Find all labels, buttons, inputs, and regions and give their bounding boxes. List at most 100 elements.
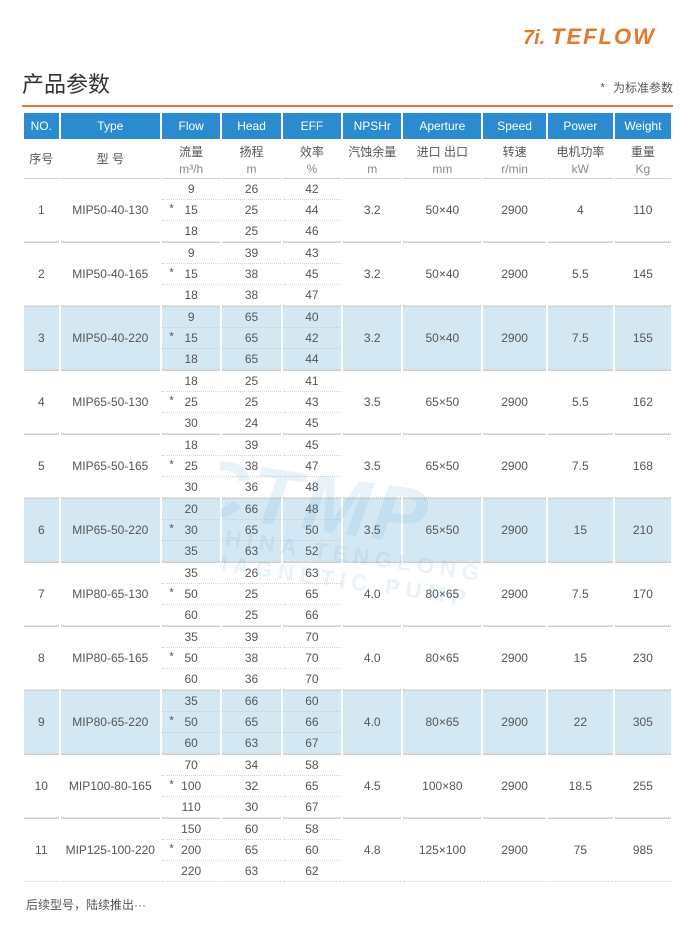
cell-npshr: 3.5 xyxy=(343,498,401,562)
th-eff: EFF xyxy=(283,113,341,139)
cell-flow: 18 xyxy=(162,434,220,456)
cell-eff: 62 xyxy=(283,861,341,882)
cell-flow: 30 xyxy=(162,413,220,434)
cell-eff: 48 xyxy=(283,498,341,520)
cell-type: MIP125-100-220 xyxy=(61,818,160,882)
cell-eff: 67 xyxy=(283,733,341,754)
cell-speed: 2900 xyxy=(483,818,546,882)
cell-eff: 45 xyxy=(283,434,341,456)
table-row: 5MIP65-50-1651839453.565×5029007.5168 xyxy=(24,434,671,456)
cell-head: 63 xyxy=(222,541,280,562)
cell-power: 18.5 xyxy=(548,754,613,818)
cell-head: 39 xyxy=(222,626,280,648)
cell-no: 7 xyxy=(24,562,59,626)
cell-flow: *50 xyxy=(162,648,220,669)
cell-type: MIP65-50-220 xyxy=(61,498,160,562)
cell-npshr: 3.5 xyxy=(343,434,401,498)
cell-head: 25 xyxy=(222,605,280,626)
cell-flow: 35 xyxy=(162,690,220,712)
cell-eff: 66 xyxy=(283,605,341,626)
cell-eff: 47 xyxy=(283,456,341,477)
sub-ap: 进口 出口mm xyxy=(403,139,481,178)
cell-npshr: 3.2 xyxy=(343,306,401,370)
th-speed: Speed xyxy=(483,113,546,139)
cell-head: 36 xyxy=(222,477,280,498)
cell-eff: 45 xyxy=(283,264,341,285)
cell-eff: 63 xyxy=(283,562,341,584)
cell-weight: 162 xyxy=(615,370,671,434)
sub-weight: 重量Kg xyxy=(615,139,671,178)
sub-type: 型 号 xyxy=(61,139,160,178)
table-body: 1MIP50-40-130926423.250×4029004110*15254… xyxy=(24,178,671,882)
cell-type: MIP65-50-165 xyxy=(61,434,160,498)
cell-flow: 60 xyxy=(162,605,220,626)
cell-head: 60 xyxy=(222,818,280,840)
cell-no: 1 xyxy=(24,178,59,242)
cell-head: 25 xyxy=(222,392,280,413)
cell-flow: *200 xyxy=(162,840,220,861)
cell-speed: 2900 xyxy=(483,690,546,754)
cell-flow: 9 xyxy=(162,306,220,328)
cell-flow: *50 xyxy=(162,584,220,605)
teflow-logo-svg: 7i. TEFLOW xyxy=(523,24,673,50)
cell-flow: 220 xyxy=(162,861,220,882)
cell-head: 25 xyxy=(222,370,280,392)
th-ap: Aperture xyxy=(403,113,481,139)
cell-npshr: 4.8 xyxy=(343,818,401,882)
cell-no: 5 xyxy=(24,434,59,498)
cell-npshr: 4.0 xyxy=(343,562,401,626)
cell-eff: 44 xyxy=(283,200,341,221)
cell-aperture: 125×100 xyxy=(403,818,481,882)
cell-speed: 2900 xyxy=(483,306,546,370)
cell-no: 8 xyxy=(24,626,59,690)
cell-type: MIP50-40-220 xyxy=(61,306,160,370)
cell-weight: 170 xyxy=(615,562,671,626)
cell-eff: 50 xyxy=(283,520,341,541)
cell-head: 25 xyxy=(222,221,280,242)
cell-eff: 42 xyxy=(283,328,341,349)
cell-flow: 70 xyxy=(162,754,220,776)
cell-eff: 67 xyxy=(283,797,341,818)
cell-aperture: 50×40 xyxy=(403,306,481,370)
cell-eff: 70 xyxy=(283,626,341,648)
legend-note: * 为标准参数 xyxy=(599,73,673,96)
cell-eff: 70 xyxy=(283,648,341,669)
cell-power: 7.5 xyxy=(548,434,613,498)
cell-power: 22 xyxy=(548,690,613,754)
cell-no: 4 xyxy=(24,370,59,434)
cell-flow: *15 xyxy=(162,264,220,285)
cell-head: 30 xyxy=(222,797,280,818)
cell-eff: 43 xyxy=(283,242,341,264)
cell-aperture: 100×80 xyxy=(403,754,481,818)
cell-power: 15 xyxy=(548,498,613,562)
brand-logo: 7i. TEFLOW xyxy=(22,18,673,67)
cell-head: 38 xyxy=(222,264,280,285)
th-power: Power xyxy=(548,113,613,139)
cell-head: 34 xyxy=(222,754,280,776)
svg-text:7i.: 7i. xyxy=(523,27,545,49)
sub-speed: 转速r/min xyxy=(483,139,546,178)
cell-eff: 65 xyxy=(283,776,341,797)
cell-eff: 58 xyxy=(283,818,341,840)
cell-eff: 70 xyxy=(283,669,341,690)
cell-eff: 45 xyxy=(283,413,341,434)
table-row: 4MIP65-50-1301825413.565×5029005.5162 xyxy=(24,370,671,392)
cell-no: 2 xyxy=(24,242,59,306)
cell-flow: *100 xyxy=(162,776,220,797)
cell-type: MIP80-65-165 xyxy=(61,626,160,690)
cell-npshr: 4.0 xyxy=(343,626,401,690)
cell-power: 75 xyxy=(548,818,613,882)
cell-type: MIP50-40-130 xyxy=(61,178,160,242)
cell-power: 7.5 xyxy=(548,562,613,626)
th-flow: Flow xyxy=(162,113,220,139)
cell-power: 4 xyxy=(548,178,613,242)
svg-text:TEFLOW: TEFLOW xyxy=(551,24,656,49)
cell-head: 25 xyxy=(222,584,280,605)
cell-speed: 2900 xyxy=(483,370,546,434)
cell-head: 65 xyxy=(222,520,280,541)
table-row: 7MIP80-65-1303526634.080×6529007.5170 xyxy=(24,562,671,584)
cell-aperture: 80×65 xyxy=(403,626,481,690)
cell-head: 26 xyxy=(222,562,280,584)
sub-head: 扬程m xyxy=(222,139,280,178)
cell-aperture: 80×65 xyxy=(403,562,481,626)
